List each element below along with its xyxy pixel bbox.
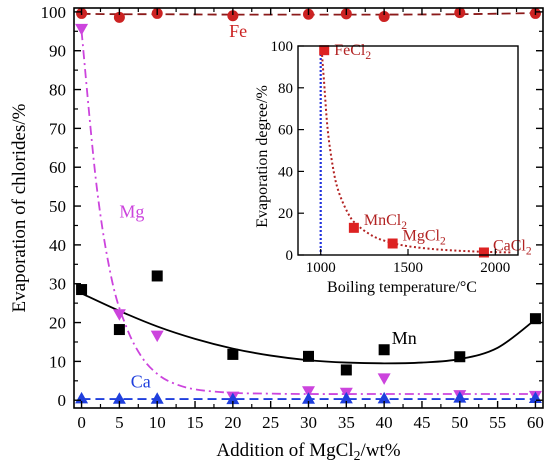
fit-line-mg (80, 31, 536, 395)
point-fe (227, 10, 239, 22)
inset-y-tick-label: 40 (278, 164, 293, 180)
inset-point-label-subscript: 2 (401, 220, 407, 232)
series-label-ca: Ca (131, 371, 151, 391)
x-tick-label: 15 (187, 413, 204, 432)
inset-background (298, 46, 518, 255)
inset-x-tick-label: 1000 (306, 260, 336, 276)
inset-x-tick-label: 2000 (480, 260, 510, 276)
point-mn (113, 324, 125, 336)
series-label-mg: Mg (119, 202, 144, 222)
x-tick-label: 5 (115, 413, 124, 432)
inset-point-label-mncl: MnCl2 (364, 212, 407, 232)
inset-point-cacl (478, 247, 489, 258)
inset-y-tick-label: 80 (278, 81, 293, 97)
inset-fit-curve (320, 45, 513, 254)
point-ca (112, 392, 126, 404)
y-tick-label: 20 (49, 314, 66, 333)
x-tick-label: 30 (300, 413, 317, 432)
y-tick-label: 0 (58, 391, 67, 410)
inset-y-tick-label: 100 (271, 39, 294, 55)
point-fe (113, 11, 125, 23)
point-ca (377, 391, 391, 404)
point-mn (454, 351, 466, 363)
x-tick-label: 60 (527, 413, 544, 432)
y-axis-label: Evaporation of chlorides/% (9, 103, 30, 312)
x-tick-label: 50 (451, 413, 468, 432)
point-mn (227, 348, 239, 360)
x-axis-label-subscript: 2 (354, 448, 361, 463)
y-tick-label: 100 (41, 3, 67, 22)
x-tick-label: 20 (224, 413, 241, 432)
point-mn (378, 344, 390, 356)
inset-point-label-subscript: 2 (526, 245, 532, 257)
inset-y-tick-label: 20 (278, 206, 293, 222)
inset-point-fecl (319, 45, 330, 56)
point-ca (453, 391, 467, 403)
inset-point-label-mgcl: MgCl2 (403, 228, 446, 248)
y-tick-label: 70 (49, 119, 66, 138)
point-mn (303, 350, 314, 362)
x-tick-label: 45 (413, 413, 430, 432)
y-tick-label: 10 (49, 352, 66, 371)
point-ca (339, 391, 353, 404)
x-tick-label: 10 (149, 413, 166, 432)
point-mg (302, 386, 315, 398)
inset-y-tick-label: 0 (286, 248, 294, 264)
x-tick-label: 25 (262, 413, 279, 432)
y-tick-label: 80 (49, 81, 66, 100)
point-mg (377, 373, 391, 385)
point-mn (76, 284, 88, 296)
point-ca (226, 392, 240, 405)
inset-point-label-fecl: FeCl2 (334, 42, 371, 62)
point-ca (302, 392, 315, 404)
point-mg (150, 330, 164, 343)
x-tick-label: 40 (376, 413, 393, 432)
inset-point-label-subscript: 2 (365, 50, 371, 62)
x-tick-label: 0 (77, 413, 86, 432)
x-tick-label: 55 (489, 413, 506, 432)
x-tick-label: 35 (338, 413, 355, 432)
point-mg (112, 309, 126, 321)
point-mn (151, 270, 163, 282)
series-label-fe: Fe (229, 21, 247, 41)
point-mn (340, 364, 352, 376)
inset-x-tick-label: 1500 (393, 260, 423, 276)
inset-point-mncl (348, 222, 359, 233)
inset-x-axis-label: Boiling temperature/°C (327, 279, 477, 296)
inset-y-tick-label: 60 (278, 123, 293, 139)
y-tick-label: 90 (49, 42, 66, 61)
inset-point-label-subscript: 2 (440, 236, 446, 248)
inset-y-axis-label: Evaporation degree/% (254, 85, 271, 228)
point-mn (529, 313, 541, 325)
y-tick-label: 40 (49, 236, 66, 255)
y-tick-label: 50 (49, 197, 66, 216)
point-ca (150, 392, 164, 404)
point-mg (75, 23, 89, 36)
x-axis-label: Addition of MgCl2/wt% (216, 440, 400, 463)
point-fe (378, 11, 390, 23)
inset-point-mgcl (387, 238, 398, 249)
series-label-mn: Mn (392, 328, 417, 348)
y-tick-label: 30 (49, 275, 66, 294)
y-tick-label: 60 (49, 158, 66, 177)
